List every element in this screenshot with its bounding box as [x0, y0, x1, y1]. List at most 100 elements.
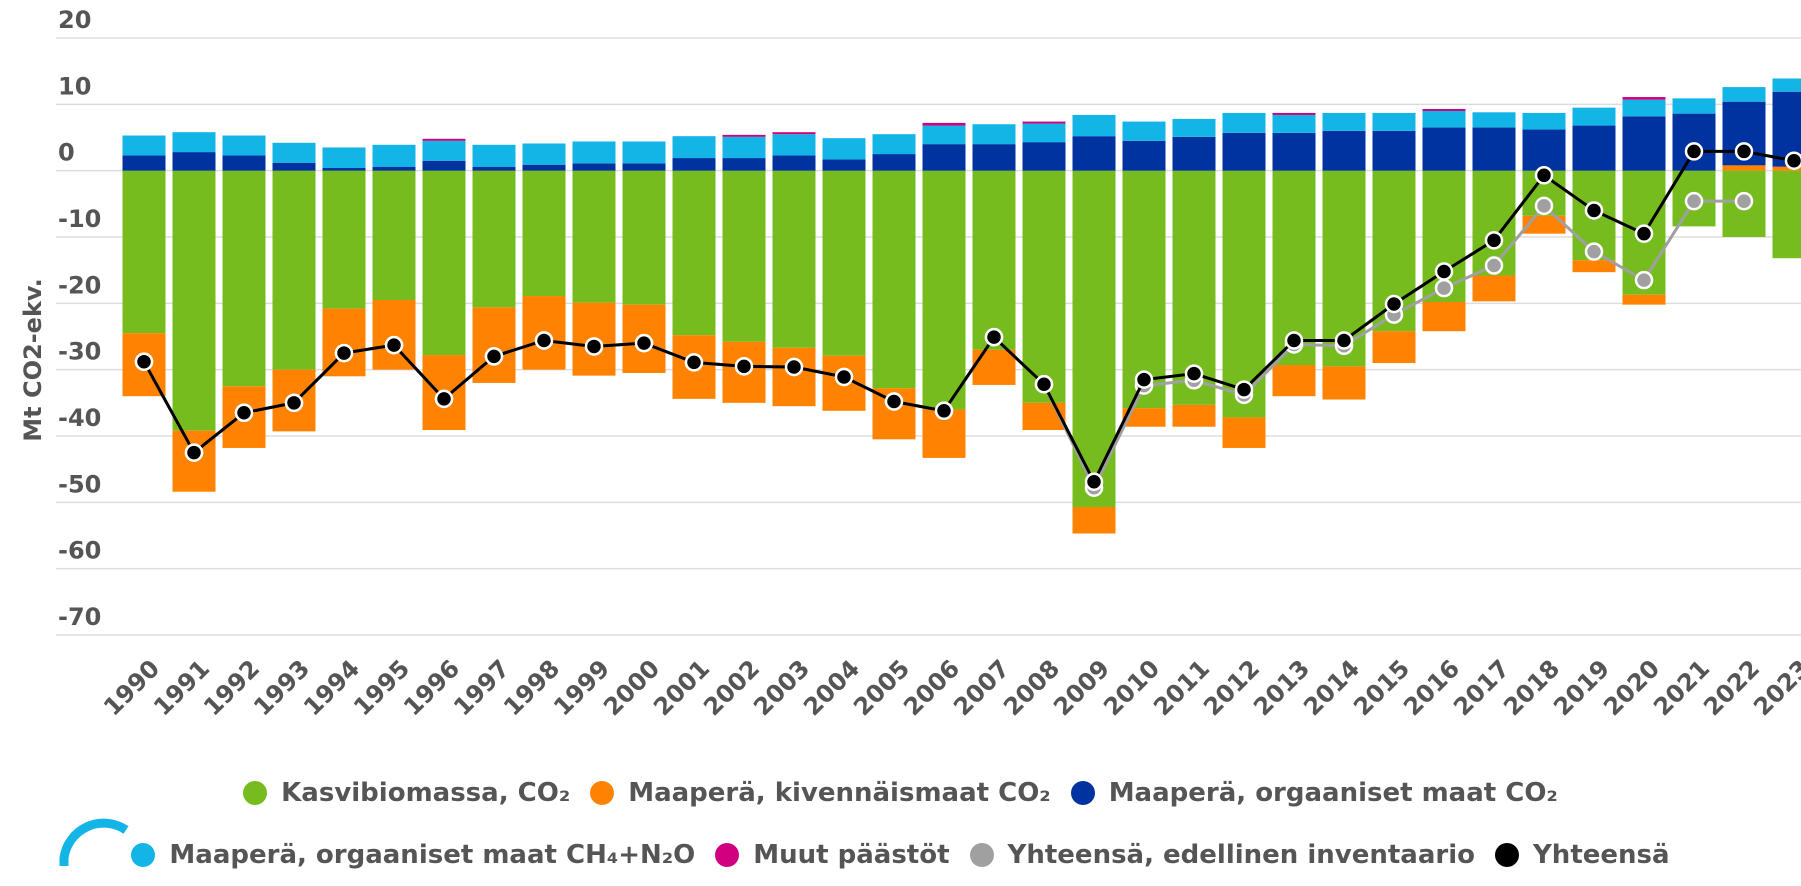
x-tick-label: 1991: [148, 654, 215, 721]
x-tick-label: 2019: [1548, 654, 1615, 721]
x-tick-label: 2016: [1398, 654, 1465, 721]
line-marker: [1236, 382, 1252, 398]
x-tick-label: 2011: [1148, 654, 1215, 721]
bar-segment: [1173, 119, 1216, 137]
bar-segment: [1273, 133, 1316, 171]
line-marker: [1486, 258, 1502, 274]
bar-segment: [223, 136, 266, 156]
bar-segment: [273, 163, 316, 171]
bar-segment: [723, 158, 766, 171]
bar-segment: [373, 171, 416, 300]
x-tick-label: 2003: [748, 654, 815, 721]
x-tick-label: 2000: [598, 654, 665, 721]
bar-segment: [1573, 108, 1616, 126]
bar-segment: [1473, 112, 1516, 127]
bar-segment: [1623, 295, 1666, 305]
bar-segment: [1773, 78, 1801, 91]
x-tick-label: 2009: [1048, 654, 1115, 721]
x-tick-label: 2023: [1748, 654, 1801, 721]
bar-segment: [1773, 171, 1801, 259]
line-marker: [1136, 372, 1152, 388]
bar-segment: [1323, 113, 1366, 131]
bar-segment: [773, 134, 816, 155]
y-tick-label: -30: [58, 338, 101, 366]
bar-segment: [873, 154, 916, 171]
bar-segment: [723, 135, 766, 137]
x-tick-label: 1999: [548, 654, 615, 721]
line-marker: [1436, 280, 1452, 296]
bar-segment: [1023, 142, 1066, 171]
line-marker: [936, 403, 952, 419]
x-tick-label: 2005: [848, 654, 915, 721]
bar-segment: [1723, 87, 1766, 102]
x-tick-label: 2021: [1648, 654, 1715, 721]
bar-segment: [323, 147, 366, 168]
bar-segment: [673, 136, 716, 158]
legend-item: Kasvibiomassa, CO₂: [243, 778, 570, 808]
line-marker: [836, 369, 852, 385]
bar-segment: [323, 168, 366, 171]
bar-segment: [223, 155, 266, 170]
bar-segment: [1173, 405, 1216, 427]
bar-segment: [1623, 116, 1666, 170]
bar-segment: [173, 152, 216, 171]
bar-segment: [523, 165, 566, 171]
bar-segment: [973, 124, 1016, 144]
legend-swatch: [590, 781, 614, 805]
y-tick-label: 10: [58, 72, 91, 100]
line-marker: [1336, 332, 1352, 348]
line-marker: [136, 354, 152, 370]
legend-swatch: [1071, 781, 1095, 805]
x-tick-label: 2007: [948, 654, 1015, 721]
line-marker: [1036, 376, 1052, 392]
y-tick-label: -20: [58, 271, 101, 299]
bar-segment: [573, 171, 616, 303]
bar-segment: [123, 155, 166, 170]
bar-segment: [473, 171, 516, 308]
plot: [56, 38, 1801, 635]
line-marker: [536, 332, 552, 348]
bar-segment: [1073, 115, 1116, 136]
line-marker: [1736, 143, 1752, 159]
bar-segment: [823, 159, 866, 170]
bar-segment: [623, 141, 666, 163]
line-marker: [1586, 202, 1602, 218]
bar-segment: [1123, 141, 1166, 171]
legend-swatch: [1495, 843, 1519, 867]
bar-segment: [1023, 171, 1066, 403]
x-tick-label: 2004: [798, 654, 865, 721]
line-marker: [1436, 263, 1452, 279]
bar-segment: [1373, 331, 1416, 363]
bar-segment: [273, 143, 316, 163]
bar-segment: [1123, 122, 1166, 141]
bar-segment: [823, 138, 866, 159]
x-tick-label: 2015: [1348, 654, 1415, 721]
bar-segment: [573, 163, 616, 170]
bar-segment: [1423, 109, 1466, 111]
line-marker: [1636, 272, 1652, 288]
line-marker: [736, 358, 752, 374]
line-marker: [1636, 226, 1652, 242]
bar-segment: [123, 171, 166, 334]
bar-segment: [923, 171, 966, 410]
bar-segment: [1073, 507, 1116, 534]
bar-segment: [1423, 128, 1466, 171]
bar-segment: [523, 143, 566, 164]
x-tick-label: 1994: [298, 654, 365, 721]
bar-segment: [1373, 131, 1416, 171]
line-marker: [286, 395, 302, 411]
bar-segment: [1023, 122, 1066, 124]
line-marker: [986, 329, 1002, 345]
line-marker: [486, 348, 502, 364]
line-marker: [686, 354, 702, 370]
x-tick-label: 1997: [448, 654, 515, 721]
bar-segment: [1373, 113, 1416, 131]
bar-segment: [1323, 366, 1366, 399]
line-marker: [236, 405, 252, 421]
legend-label: Kasvibiomassa, CO₂: [281, 778, 570, 808]
bar-segment: [423, 139, 466, 141]
bar-segment: [673, 171, 716, 336]
